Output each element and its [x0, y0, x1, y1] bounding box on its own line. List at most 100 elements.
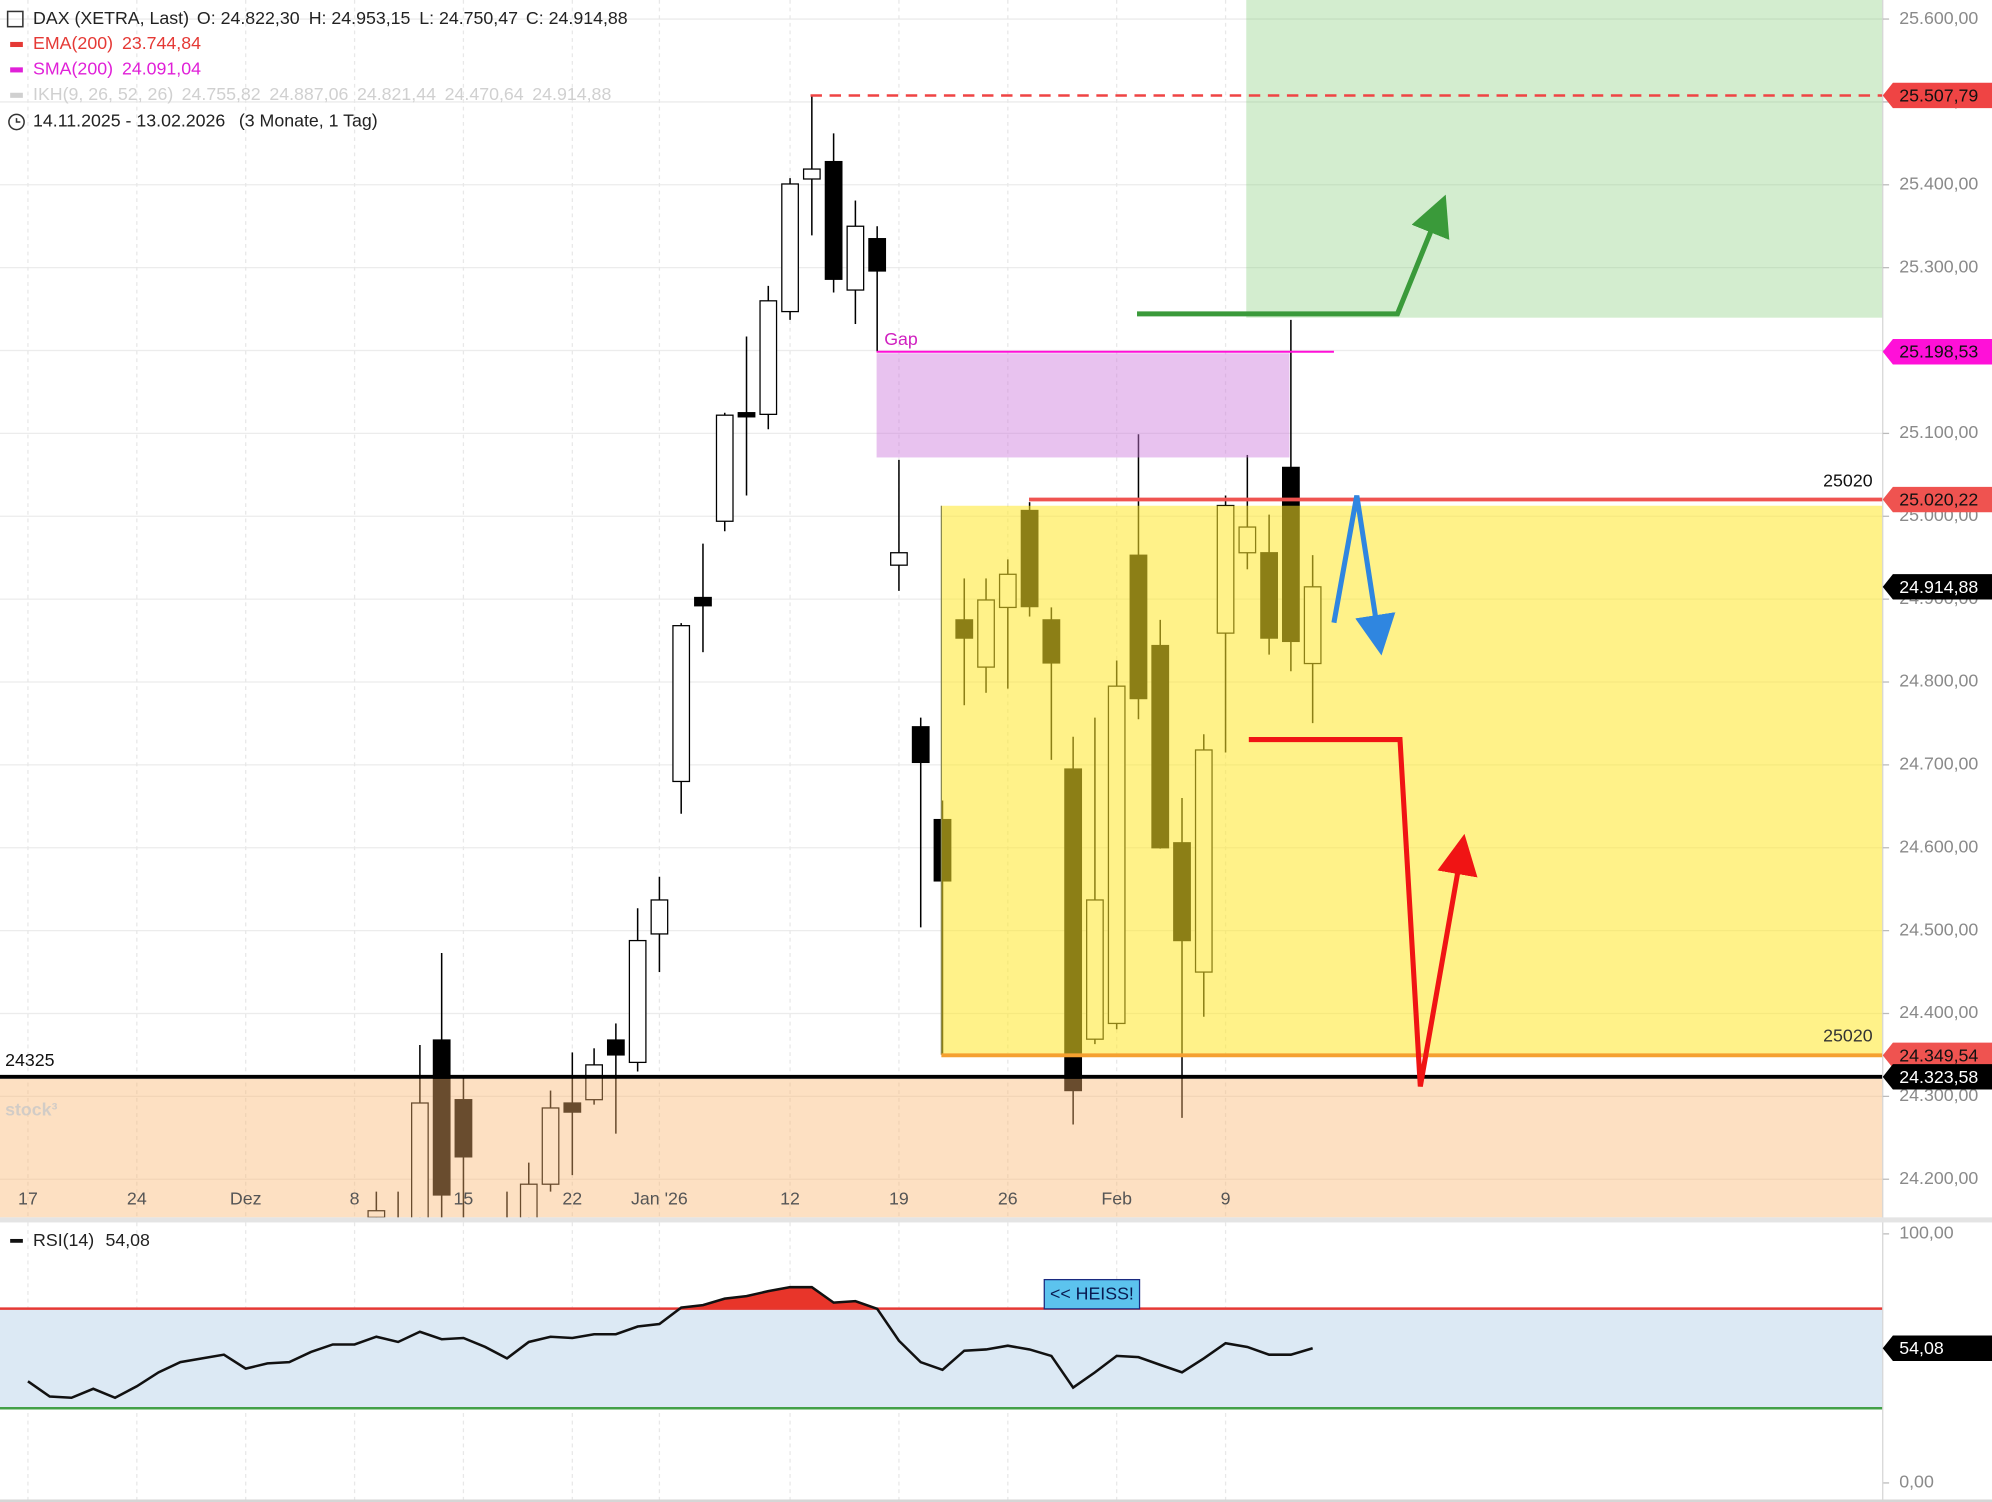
- price-tag-box: [1882, 339, 1992, 365]
- candle-body: [519, 1183, 538, 1218]
- indicator-swatch: [10, 41, 23, 48]
- x-tick-label: Feb: [1101, 1188, 1132, 1208]
- indicator-swatch: [10, 92, 23, 98]
- y-tick-label: 24.800,00: [1899, 671, 1978, 691]
- clock-hands: [15, 118, 21, 123]
- zones: [0, 0, 1883, 1218]
- indicator-name: IKH(9, 26, 52, 26): [33, 84, 173, 104]
- panel-separator: [0, 1217, 1992, 1223]
- candle-body: [846, 225, 865, 291]
- y-tick-label: 25.300,00: [1899, 256, 1978, 276]
- price-tag: 24.914,88: [1899, 577, 1978, 597]
- target-zone: [1246, 0, 1883, 318]
- indicator-value: 24.821,44: [357, 84, 436, 104]
- ohlc-value: L: 24.750,47: [419, 8, 518, 28]
- y-tick-label: 24.600,00: [1899, 836, 1978, 856]
- y-tick-label: 24.400,00: [1899, 1002, 1978, 1022]
- candle-body: [541, 1107, 560, 1185]
- rsi-legend-swatch: [10, 1238, 23, 1243]
- candle-body: [432, 1039, 451, 1196]
- x-tick-label: 9: [1221, 1188, 1231, 1208]
- candle-body: [454, 1099, 473, 1158]
- candle-body: [650, 899, 669, 935]
- rsi-panel: [0, 1233, 1890, 1484]
- candle-body: [890, 552, 908, 566]
- candle-body: [781, 183, 799, 313]
- y-tick-label: 24.700,00: [1899, 754, 1978, 774]
- candle-body: [411, 1102, 429, 1218]
- scenario-pullback: [1331, 495, 1396, 656]
- drawings: [1137, 194, 1478, 1087]
- rsi-line: [27, 1285, 1314, 1400]
- x-tick-label: 17: [18, 1188, 38, 1208]
- indicator-value: 24.914,88: [532, 84, 611, 104]
- y-tick-label: 25.400,00: [1899, 174, 1978, 194]
- support-zone: [0, 1078, 1883, 1218]
- candle-body: [737, 412, 756, 418]
- indicator-name: SMA(200): [33, 59, 113, 79]
- candle-body: [694, 596, 712, 607]
- price-tag-box: [1882, 82, 1992, 109]
- ohlc-value: O: 24.822,30: [197, 8, 300, 28]
- price-lines: [0, 94, 1883, 1079]
- indicator-swatch: [10, 67, 23, 73]
- y-tick-label: 24.200,00: [1899, 1168, 1978, 1188]
- y-tick-label: 25.600,00: [1899, 8, 1978, 28]
- gap-zone: [876, 353, 1290, 458]
- price-tag: 24.323,58: [1899, 1067, 1978, 1087]
- candle-body: [802, 168, 821, 180]
- x-tick-label: 22: [562, 1188, 582, 1208]
- x-tick-label: 15: [454, 1188, 474, 1208]
- clock-icon: [8, 113, 25, 131]
- chart-title: DAX (XETRA, Last): [33, 8, 189, 28]
- price-tag: 25.020,22: [1899, 489, 1978, 509]
- indicator-value: 24.887,06: [269, 84, 348, 104]
- rsi-tag-box: [1882, 1335, 1992, 1361]
- indicator-value: 24.091,04: [122, 59, 201, 79]
- price-tag: 25.507,79: [1899, 85, 1978, 105]
- price-tag-box: [1882, 1042, 1992, 1069]
- x-tick-label: 24: [127, 1188, 147, 1208]
- rsi-tag: 54,08: [1899, 1338, 1944, 1358]
- period-note: (3 Monate, 1 Tag): [239, 111, 378, 131]
- level-label: 25020: [1823, 470, 1873, 490]
- x-tick-label: 8: [350, 1188, 360, 1208]
- candle-body: [824, 160, 843, 280]
- candle-body: [759, 300, 778, 415]
- ohlc-value: H: 24.953,15: [309, 8, 411, 28]
- price-tag: 25.198,53: [1899, 342, 1978, 362]
- candle-body: [672, 625, 691, 783]
- scenario-down: [1248, 737, 1478, 1087]
- rsi-note: << HEISS!: [1050, 1284, 1134, 1304]
- level-label: 24325: [5, 1050, 55, 1070]
- indicator-value: 23.744,84: [122, 33, 201, 53]
- x-tick-label: 12: [780, 1188, 800, 1208]
- price-tag-box: [1882, 486, 1992, 513]
- watermark: stock³: [5, 1099, 57, 1119]
- y-tick-label: 24.300,00: [1899, 1085, 1978, 1105]
- rsi-overbought-area: [679, 1287, 877, 1309]
- x-tick-label: 19: [889, 1188, 909, 1208]
- x-tick-label: Jan '26: [631, 1188, 688, 1208]
- candle-body: [911, 726, 930, 764]
- level-label: 25020: [1823, 1026, 1873, 1046]
- ohlc-value: C: 24.914,88: [526, 8, 628, 28]
- rsi-note-box: [1043, 1278, 1141, 1310]
- labels: 17 24 Dez 8 15 22 Jan '26 12 19 26 Feb 9 stock³ Gap 25…: [5, 8, 1873, 1304]
- candle-body: [563, 1102, 582, 1113]
- candle-body: [868, 238, 887, 272]
- y-tick-label: 24.500,00: [1899, 919, 1978, 939]
- rsi-legend: RSI(14): [33, 1230, 94, 1250]
- price-tag-box: [1882, 1064, 1992, 1090]
- scenario-up: [1137, 194, 1450, 317]
- symbol-icon: [6, 10, 24, 28]
- rsi-tick-label: 0,00: [1899, 1472, 1934, 1492]
- indicator-value: 24.755,82: [182, 84, 261, 104]
- candle-body: [715, 414, 734, 522]
- candle-body: [585, 1064, 603, 1101]
- price-tag-box: [1882, 574, 1992, 600]
- y-tick-label: 25.100,00: [1899, 422, 1978, 442]
